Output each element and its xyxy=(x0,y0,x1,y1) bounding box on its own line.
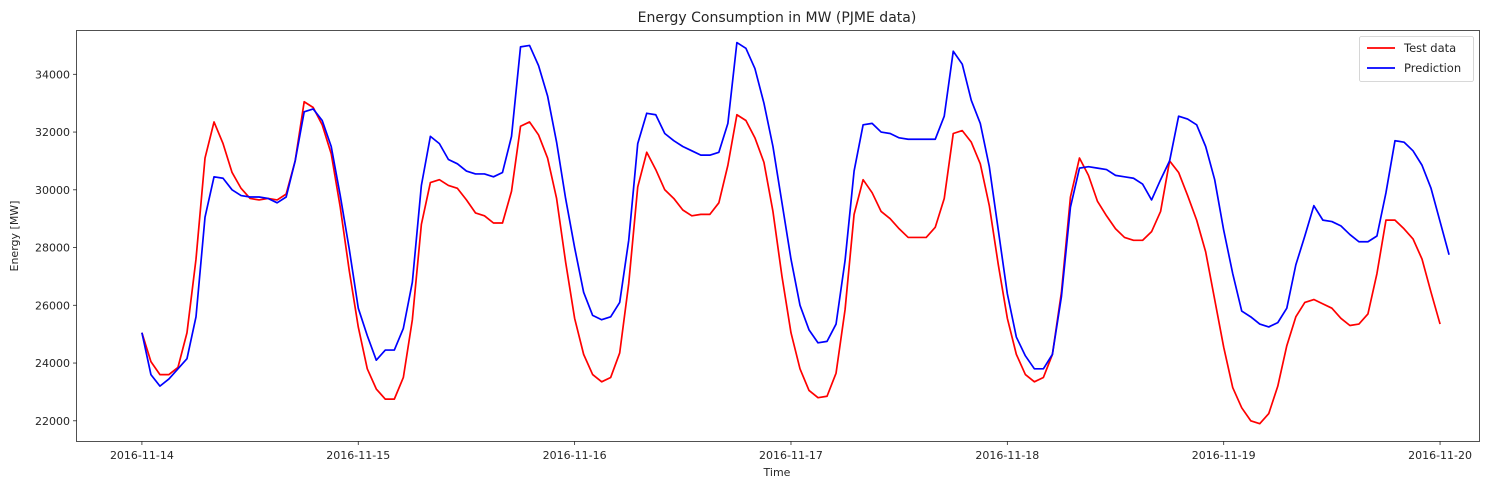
series-lines xyxy=(141,41,1450,425)
y-tick-label: 30000 xyxy=(35,184,70,197)
y-tick-label: 32000 xyxy=(35,126,70,139)
y-tick-label: 22000 xyxy=(35,415,70,428)
series-line-prediction xyxy=(141,41,1450,387)
x-tick-label: 2016-11-14 xyxy=(110,449,174,462)
legend-label-test-data: Test data xyxy=(1403,41,1456,55)
x-axis: 2016-11-14 2016-11-15 2016-11-16 2016-11-17… xyxy=(110,441,1472,462)
plot-area xyxy=(76,30,1480,442)
y-tick-label: 24000 xyxy=(35,357,70,370)
legend: Test data Prediction xyxy=(1359,36,1474,82)
x-tick-label: 2016-11-17 xyxy=(759,449,823,462)
x-axis-label: Time xyxy=(763,466,791,479)
legend-label-prediction: Prediction xyxy=(1404,61,1461,75)
x-tick-label: 2016-11-18 xyxy=(975,449,1039,462)
y-axis-label: Energy [MW] xyxy=(8,201,21,272)
x-tick-label: 2016-11-15 xyxy=(326,449,390,462)
y-axis: 22000 24000 26000 28000 30000 32000 34000 xyxy=(35,68,77,428)
series-line-test-data xyxy=(141,100,1441,425)
y-tick-label: 34000 xyxy=(35,68,70,81)
x-tick-label: 2016-11-16 xyxy=(543,449,607,462)
chart-title: Energy Consumption in MW (PJME data) xyxy=(638,10,917,26)
y-tick-label: 26000 xyxy=(35,299,70,312)
x-tick-label: 2016-11-20 xyxy=(1408,449,1472,462)
y-tick-label: 28000 xyxy=(35,242,70,255)
x-tick-label: 2016-11-19 xyxy=(1192,449,1256,462)
